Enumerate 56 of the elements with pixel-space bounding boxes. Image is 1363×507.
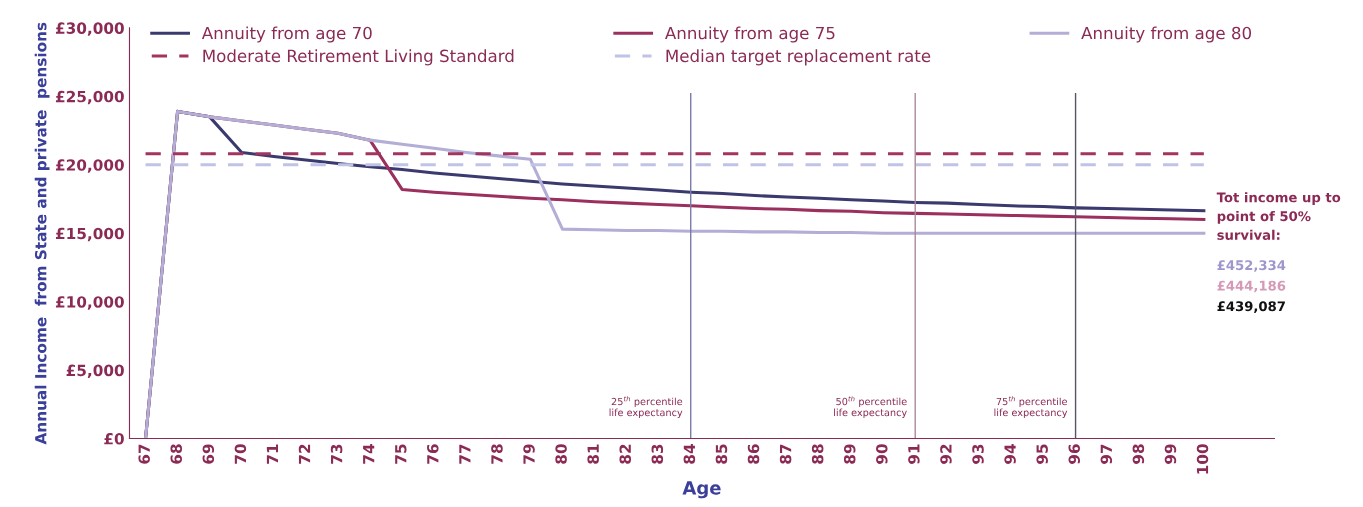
x-tick-label: 87 <box>779 444 792 464</box>
x-tick-label: 74 <box>363 444 375 464</box>
x-tick-label: 97 <box>1100 444 1113 464</box>
x-axis-title: Age <box>682 481 721 499</box>
y-tick-label: £20,000 <box>55 159 124 173</box>
x-tick-label: 68 <box>170 444 183 464</box>
y-tick-label: £10,000 <box>55 296 124 310</box>
x-tick-label: 73 <box>330 444 343 464</box>
x-tick-label: 91 <box>908 444 920 464</box>
annotation: £444,186 <box>1217 280 1286 293</box>
x-tick-label: 81 <box>587 444 599 464</box>
ref-line-label: 50$^{th}$ percentile life expectancy <box>834 396 907 419</box>
x-tick-label: 78 <box>491 444 503 464</box>
x-tick-label: 100 <box>1196 444 1209 474</box>
x-tick-label: 92 <box>940 444 952 464</box>
y-tick-label: £5,000 <box>66 364 124 379</box>
x-tick-label: 79 <box>523 444 535 464</box>
x-tick-label: 95 <box>1036 444 1048 464</box>
x-tick-label: 90 <box>876 444 888 464</box>
y-tick-label: £0 <box>104 433 124 445</box>
legend-label: Median target replacement rate <box>666 49 931 66</box>
x-tick-label: 70 <box>234 444 247 464</box>
x-tick-label: 82 <box>619 444 632 464</box>
x-tick-label: 69 <box>202 444 215 464</box>
legend-label: Annuity from age 80 <box>1081 26 1252 43</box>
x-tick-label: 85 <box>715 444 728 464</box>
x-tick-label: 88 <box>811 444 824 464</box>
x-tick-label: 98 <box>1132 444 1145 464</box>
annotation: £452,334 <box>1217 260 1286 272</box>
x-tick-label: 80 <box>555 444 567 464</box>
ref-line-label: 75$^{th}$ percentile life expectancy <box>994 396 1068 419</box>
x-tick-label: 96 <box>1068 444 1080 464</box>
ref-line-label: 25$^{th}$ percentile life expectancy <box>609 396 683 419</box>
x-tick-label: 76 <box>427 444 439 464</box>
x-tick-label: 94 <box>1004 444 1016 464</box>
x-tick-label: 99 <box>1164 444 1177 464</box>
x-tick-label: 75 <box>395 444 407 464</box>
x-tick-label: 89 <box>843 444 856 464</box>
x-tick-label: 86 <box>747 444 760 464</box>
line-series <box>143 109 1206 439</box>
x-tick-label: 67 <box>138 444 150 464</box>
y-tick-label: £15,000 <box>55 227 124 242</box>
y-tick-label: £30,000 <box>55 22 124 36</box>
x-tick-label: 83 <box>651 444 664 464</box>
x-tick-label: 84 <box>683 444 696 464</box>
annotation: Tot income up to point of 50% survival: <box>1216 192 1341 240</box>
legend-label: Annuity from age 70 <box>201 26 372 43</box>
y-axis-title: Annual Income from State and private pensions <box>34 22 50 445</box>
x-tick-label: 71 <box>266 444 279 464</box>
annotation: £439,087 <box>1217 301 1285 313</box>
x-tick-label: 72 <box>298 444 311 464</box>
legend-label: Moderate Retirement Living Standard <box>203 49 514 66</box>
x-tick-label: 77 <box>459 444 471 464</box>
x-tick-label: 93 <box>972 444 984 464</box>
y-tick-label: £25,000 <box>55 90 124 105</box>
legend-label: Annuity from age 75 <box>665 26 835 43</box>
